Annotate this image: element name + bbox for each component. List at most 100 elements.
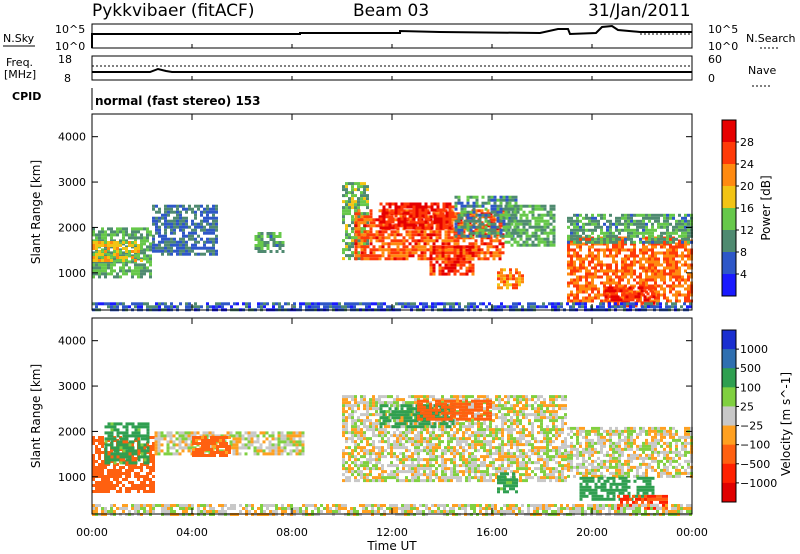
heatmap-cell: [173, 243, 176, 247]
heatmap-cell: [378, 476, 381, 480]
heatmap-cell: [390, 395, 393, 399]
heatmap-cell: [488, 302, 491, 306]
heatmap-cell: [235, 440, 239, 444]
heatmap-cell: [298, 452, 302, 456]
heatmap-cell: [666, 242, 669, 246]
heatmap-cell: [203, 225, 206, 229]
heatmap-cell: [594, 275, 597, 279]
heatmap-cell: [459, 218, 463, 222]
heatmap-cell: [125, 245, 128, 249]
heatmap-cell: [622, 292, 626, 296]
heatmap-cell: [375, 446, 378, 450]
heatmap-cell: [613, 298, 617, 302]
heatmap-cell: [107, 443, 111, 447]
heatmap-cell: [107, 244, 110, 247]
heatmap-cell: [179, 302, 182, 306]
heatmap-cell: [149, 487, 152, 490]
heatmap-cell: [187, 446, 191, 450]
heatmap-cell: [140, 422, 144, 426]
heatmap-cell: [400, 205, 404, 209]
heatmap-cell: [640, 301, 644, 305]
heatmap-cell: [378, 245, 382, 249]
heatmap-cell: [498, 239, 502, 243]
heatmap-cell: [396, 227, 400, 231]
heatmap-cell: [675, 260, 678, 264]
heatmap-cell: [651, 228, 654, 232]
heatmap-cell: [366, 215, 370, 219]
heatmap-cell: [659, 302, 662, 306]
heatmap-cell: [504, 240, 508, 244]
heatmap-cell: [170, 225, 173, 229]
heatmap-cell: [354, 446, 357, 450]
heatmap-cell: [198, 451, 201, 454]
heatmap-cell: [200, 237, 203, 241]
heatmap-cell: [405, 401, 408, 405]
heatmap-cell: [393, 401, 396, 405]
heatmap-cell: [619, 298, 623, 302]
heatmap-cell: [197, 305, 200, 309]
heatmap-cell: [222, 436, 225, 439]
heatmap-cell: [131, 230, 134, 234]
heatmap-cell: [146, 478, 149, 481]
heatmap-cell: [666, 254, 669, 258]
heatmap-cell: [630, 272, 633, 276]
heatmap-cell: [594, 266, 597, 270]
heatmap-cell: [197, 222, 200, 226]
heatmap-cell: [509, 283, 512, 287]
heatmap-cell: [669, 299, 672, 303]
heatmap-cell: [438, 263, 442, 267]
heatmap-cell: [128, 269, 131, 273]
heatmap-cell: [448, 226, 452, 230]
heatmap-cell: [408, 455, 411, 459]
heatmap-cell: [131, 260, 134, 264]
heatmap-cell: [518, 277, 521, 281]
heatmap-cell: [629, 305, 632, 309]
heatmap-cell: [357, 209, 361, 213]
heatmap-cell: [400, 220, 404, 224]
heatmap-cell: [345, 467, 348, 471]
heatmap-cell: [354, 404, 357, 408]
heatmap-cell: [345, 425, 348, 429]
heatmap-cell: [551, 305, 554, 309]
heatmap-cell: [363, 479, 366, 483]
heatmap-cell: [158, 246, 161, 250]
nsearch-tick-top: 10^5: [708, 23, 738, 36]
heatmap-cell: [272, 241, 276, 244]
heatmap-cell: [260, 302, 263, 306]
heatmap-cell: [178, 452, 182, 456]
heatmap-cell: [206, 302, 209, 306]
heatmap-cell: [345, 422, 348, 426]
heatmap-cell: [354, 221, 358, 225]
heatmap-cell: [342, 401, 345, 405]
heatmap-cell: [505, 222, 509, 226]
heatmap-cell: [396, 251, 400, 255]
heatmap-cell: [173, 305, 176, 309]
heatmap-cell: [206, 210, 209, 214]
heatmap-cell: [397, 223, 401, 227]
heatmap-cell: [636, 281, 639, 285]
heatmap-cell: [131, 463, 134, 466]
heatmap-cell: [110, 446, 114, 450]
heatmap-cell: [479, 302, 482, 306]
heatmap-cell: [363, 398, 366, 402]
heatmap-cell: [292, 449, 296, 453]
heatmap-cell: [274, 443, 278, 447]
heatmap-cell: [212, 305, 215, 309]
heatmap-cell: [456, 254, 460, 258]
heatmap-cell: [238, 440, 242, 444]
heatmap-cell: [510, 231, 514, 235]
heatmap-cell: [543, 213, 547, 217]
heatmap-cell: [600, 266, 603, 270]
heatmap-cell: [540, 228, 544, 232]
heatmap-cell: [651, 225, 654, 229]
heatmap-cell: [351, 239, 354, 243]
heatmap-cell: [354, 188, 357, 192]
heatmap-cell: [187, 431, 191, 435]
heatmap-cell: [432, 269, 436, 273]
heatmap-cell: [414, 224, 418, 228]
heatmap-cell: [384, 455, 387, 459]
heatmap-cell: [460, 213, 464, 217]
heatmap-cell: [621, 216, 624, 220]
heatmap-cell: [131, 256, 134, 259]
heatmap-cell: [137, 236, 140, 240]
